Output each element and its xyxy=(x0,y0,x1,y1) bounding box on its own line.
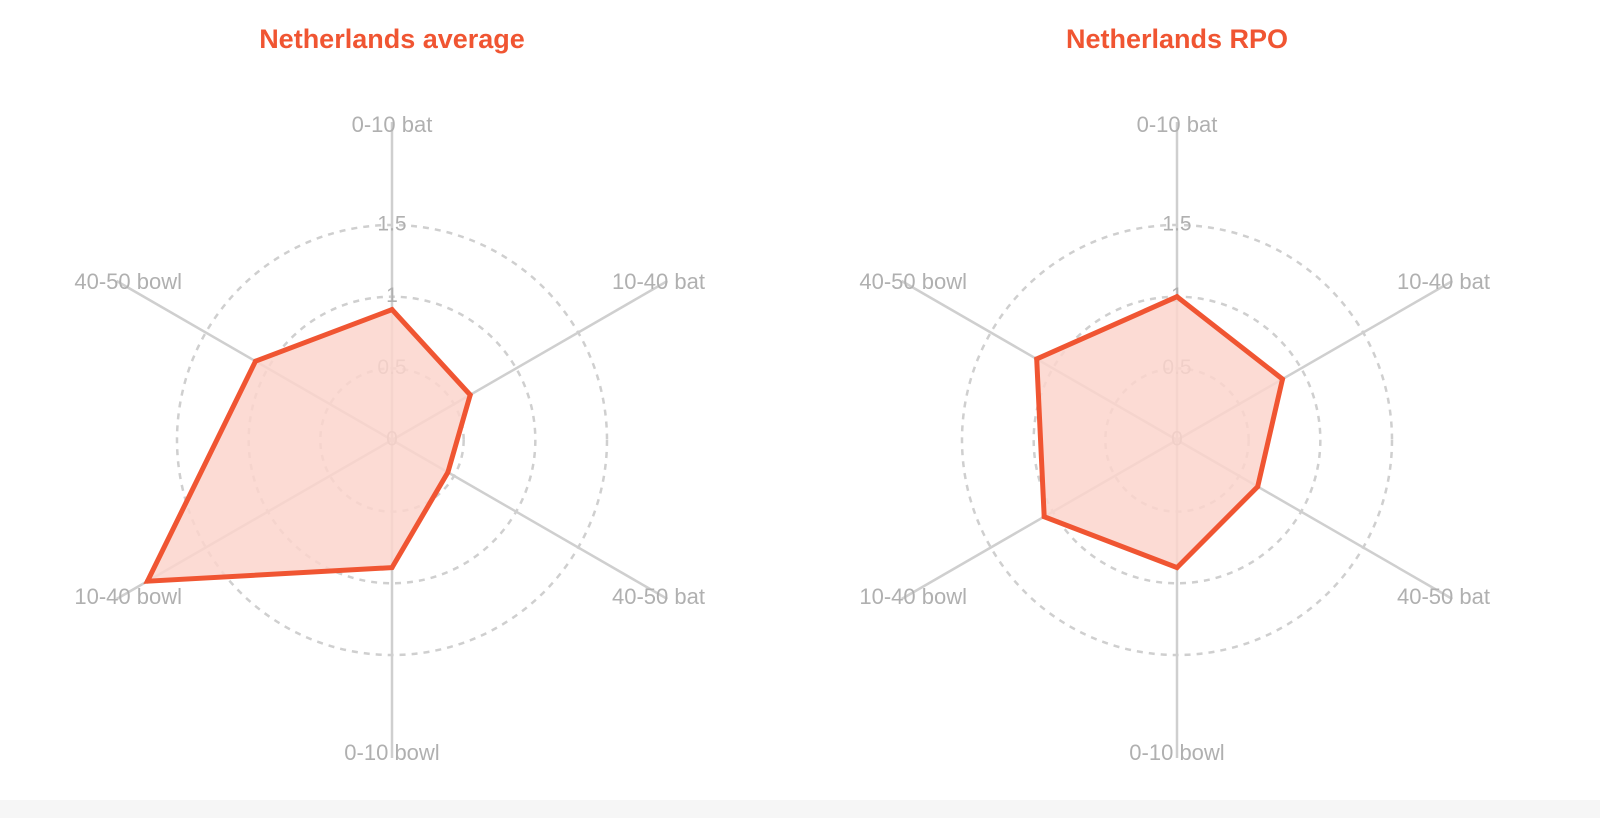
axis-label-40-50-bowl: 40-50 bowl xyxy=(859,269,967,294)
data-point-10-40-bat xyxy=(1280,376,1286,382)
data-point-0-10-bat xyxy=(1174,294,1180,300)
data-series-area xyxy=(143,306,473,584)
chart-title: Netherlands RPO xyxy=(1066,24,1288,54)
data-point-40-50-bowl xyxy=(252,358,258,364)
axis-label-0-10-bowl: 0-10 bowl xyxy=(344,740,439,765)
axis-label-0-10-bat: 0-10 bat xyxy=(1137,112,1218,137)
axis-label-40-50-bowl: 40-50 bowl xyxy=(74,269,182,294)
axis-label-10-40-bat: 10-40 bat xyxy=(1397,269,1490,294)
data-point-0-10-bowl xyxy=(1174,565,1180,571)
axis-label-40-50-bat: 40-50 bat xyxy=(612,584,705,609)
data-point-10-40-bowl xyxy=(1041,514,1047,520)
data-point-40-50-bowl xyxy=(1034,356,1040,362)
axis-label-10-40-bat: 10-40 bat xyxy=(612,269,705,294)
data-point-10-40-bowl xyxy=(144,578,150,584)
data-point-0-10-bat xyxy=(389,307,395,313)
axis-label-0-10-bat: 0-10 bat xyxy=(352,112,433,137)
footer-strip xyxy=(0,800,1600,818)
chart-title: Netherlands average xyxy=(259,24,525,54)
ring-tick-label: 1.5 xyxy=(1162,213,1191,236)
axis-label-40-50-bat: 40-50 bat xyxy=(1397,584,1490,609)
data-point-0-10-bowl xyxy=(389,565,395,571)
axis-label-0-10-bowl: 0-10 bowl xyxy=(1129,740,1224,765)
axis-label-10-40-bowl: 10-40 bowl xyxy=(74,584,182,609)
data-point-40-50-bat xyxy=(445,469,451,475)
data-series-area xyxy=(1034,293,1286,571)
ring-tick-label: 1.5 xyxy=(377,213,406,236)
data-point-40-50-bat xyxy=(1255,484,1261,490)
data-point-10-40-bat xyxy=(467,392,473,398)
radar-chart-netherlands-average: Netherlands average00.511.50-10 bat10-40… xyxy=(74,24,705,765)
axis-label-10-40-bowl: 10-40 bowl xyxy=(859,584,967,609)
ring-tick-label: 1 xyxy=(386,284,398,307)
